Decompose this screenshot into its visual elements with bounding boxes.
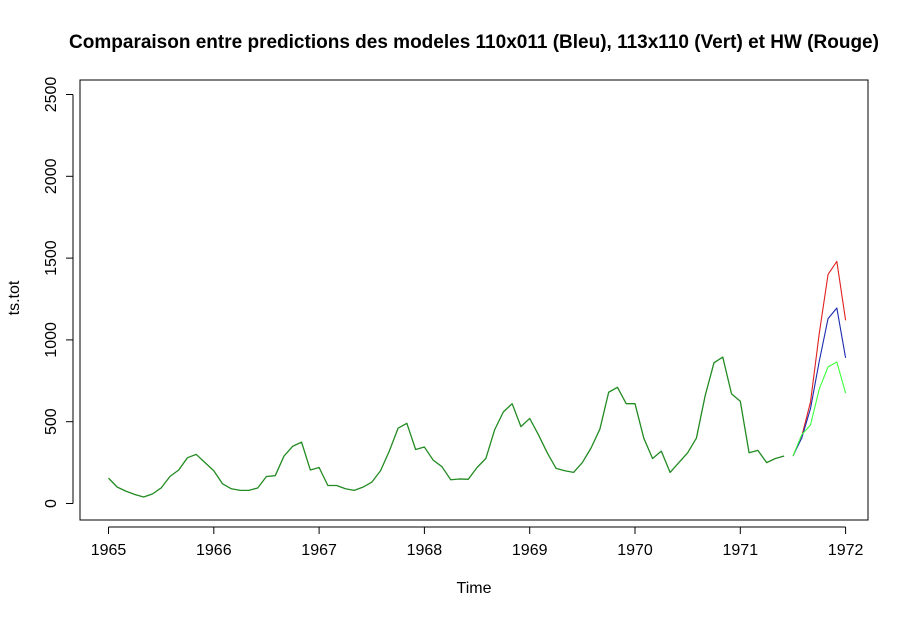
y-tick-label: 1000: [43, 322, 60, 358]
chart-title: Comparaison entre predictions des modele…: [69, 32, 879, 53]
y-tick-label: 0: [43, 499, 60, 508]
x-tick-label: 1971: [723, 542, 759, 559]
x-tick-label: 1966: [196, 542, 232, 559]
x-tick-label: 1965: [91, 542, 127, 559]
plot-box: [79, 79, 869, 521]
series-layer: [108, 260, 847, 498]
y-axis-label: ts.tot: [6, 280, 23, 315]
y-axis: 0 500 1000 1500 2000 2500: [43, 77, 74, 508]
y-tick-label: 2000: [43, 158, 60, 194]
x-tick-label: 1970: [617, 542, 653, 559]
history-line: [108, 356, 785, 498]
x-tick-label: 1972: [828, 542, 864, 559]
y-tick-label: 1500: [43, 240, 60, 276]
y-tick-label: 2500: [43, 77, 60, 113]
y-tick-label: 500: [43, 408, 60, 435]
x-tick-label: 1969: [512, 542, 548, 559]
x-axis-label: Time: [457, 580, 492, 597]
x-tick-label: 1967: [301, 542, 337, 559]
x-axis: 1965 1966 1967 1968 1969 1970 1971 1972: [91, 526, 864, 559]
x-tick-label: 1968: [407, 542, 443, 559]
forecast-line-113x110: [792, 361, 847, 457]
forecast-line-110x011: [792, 307, 847, 457]
